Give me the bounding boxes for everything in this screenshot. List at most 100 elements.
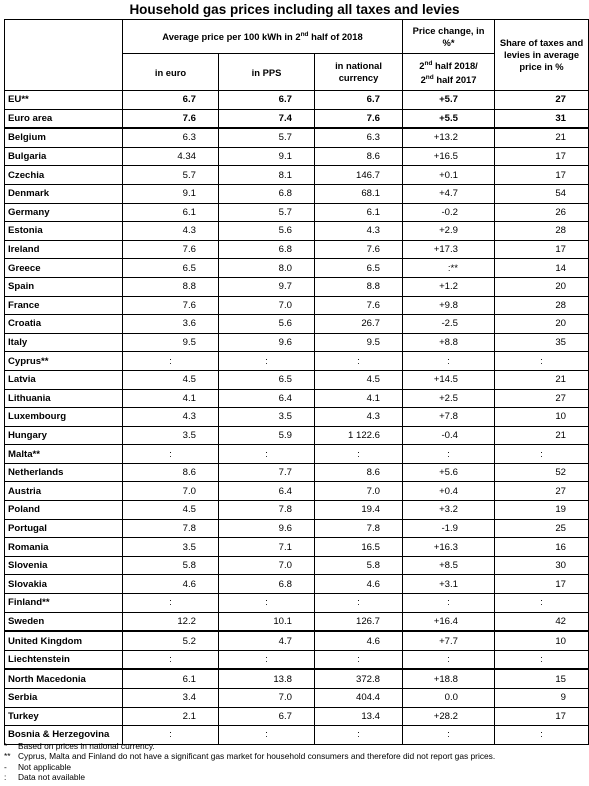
taxes-share-cell: 21 bbox=[494, 425, 589, 446]
country-cell: Italy bbox=[4, 332, 123, 353]
taxes-share-cell: 28 bbox=[494, 221, 589, 241]
price-euro-cell: : bbox=[122, 649, 219, 670]
country-cell: Germany bbox=[4, 202, 123, 223]
country-cell: Czechia bbox=[4, 165, 123, 185]
price-national-cell: 26.7 bbox=[313, 314, 404, 334]
country-cell: Ireland bbox=[4, 239, 123, 260]
price-euro-cell: 4.3 bbox=[122, 221, 219, 241]
footnote-text: Cyprus, Malta and Finland do not have a … bbox=[18, 751, 496, 762]
table-row: Austria 7.0 6.4 7.0 +0.4 27 bbox=[4, 481, 589, 502]
price-pps-cell: 7.4 bbox=[218, 108, 315, 129]
country-cell: Serbia bbox=[4, 688, 123, 708]
table-row: Sweden 12.2 10.1 126.7 +16.4 42 bbox=[4, 611, 589, 632]
footnote-text: Based on prices in national currency. bbox=[18, 741, 155, 751]
price-euro-cell: 6.5 bbox=[122, 258, 219, 278]
table-row: Belgium 6.3 5.7 6.3 +13.2 21 bbox=[4, 127, 589, 148]
table-row: United Kingdom 5.2 4.7 4.6 +7.7 10 bbox=[4, 630, 589, 651]
table-body: EU** 6.7 6.7 6.7 +5.7 27 Euro area 7.6 7.4 7.6 +5.… bbox=[4, 90, 589, 745]
price-national-cell: 7.8 bbox=[313, 518, 404, 539]
taxes-share-cell: 21 bbox=[494, 127, 589, 148]
price-pps-cell: 9.1 bbox=[218, 146, 315, 167]
taxes-share-cell: 14 bbox=[494, 258, 589, 278]
price-national-cell: 19.4 bbox=[313, 500, 404, 520]
price-euro-cell: 4.6 bbox=[122, 574, 219, 595]
price-euro-cell: 9.1 bbox=[122, 183, 219, 204]
table-row: Liechtenstein::::: bbox=[4, 649, 589, 670]
price-euro-cell: 7.6 bbox=[122, 295, 219, 316]
country-cell: Estonia bbox=[4, 221, 123, 241]
taxes-share-cell: : bbox=[494, 351, 589, 371]
country-cell: Slovakia bbox=[4, 574, 123, 595]
price-national-cell: 9.5 bbox=[313, 332, 404, 353]
price-national-cell: 7.6 bbox=[313, 108, 404, 129]
table-row: Estonia 4.3 5.6 4.3 +2.9 28 bbox=[4, 221, 589, 241]
price-euro-cell: 8.8 bbox=[122, 276, 219, 297]
price-change-cell: +17.3 bbox=[402, 239, 496, 260]
price-pps-cell: 7.8 bbox=[218, 500, 315, 520]
country-cell: Latvia bbox=[4, 369, 123, 390]
price-change-cell: : bbox=[402, 444, 496, 464]
taxes-share-cell: 9 bbox=[494, 688, 589, 708]
price-change-cell: +16.3 bbox=[402, 537, 496, 557]
price-national-cell: 7.6 bbox=[313, 295, 404, 316]
price-national-cell: 4.6 bbox=[313, 574, 404, 595]
price-pps-cell: : bbox=[218, 593, 315, 613]
price-pps-cell: 9.6 bbox=[218, 518, 315, 539]
price-euro-cell: 4.3 bbox=[122, 407, 219, 427]
price-change-cell: +0.4 bbox=[402, 481, 496, 502]
price-euro-cell: : bbox=[122, 593, 219, 613]
country-cell: Finland** bbox=[4, 593, 123, 613]
price-pps-cell: 7.0 bbox=[218, 555, 315, 576]
price-pps-cell: 6.4 bbox=[218, 481, 315, 502]
table-row: Netherlands 8.6 7.7 8.6 +5.6 52 bbox=[4, 462, 589, 483]
price-euro-cell: 3.5 bbox=[122, 537, 219, 557]
table-row: Czechia 5.7 8.1 146.7 +0.1 17 bbox=[4, 165, 589, 185]
price-change-cell: : bbox=[402, 351, 496, 371]
price-national-cell: 8.8 bbox=[313, 276, 404, 297]
price-national-cell: 146.7 bbox=[313, 165, 404, 185]
price-change-cell: -0.2 bbox=[402, 202, 496, 223]
price-pps-cell: 5.6 bbox=[218, 314, 315, 334]
country-cell: Belgium bbox=[4, 127, 123, 148]
price-pps-cell: 3.5 bbox=[218, 407, 315, 427]
taxes-share-cell: 31 bbox=[494, 108, 589, 129]
footnote: - Not applicable bbox=[4, 762, 495, 772]
price-change-cell: +16.5 bbox=[402, 146, 496, 167]
country-cell: North Macedonia bbox=[4, 668, 123, 690]
taxes-share-cell: 15 bbox=[494, 668, 589, 690]
price-pps-cell: 10.1 bbox=[218, 611, 315, 632]
country-cell: Liechtenstein bbox=[4, 649, 123, 670]
price-euro-cell: : bbox=[122, 351, 219, 371]
price-national-cell: 13.4 bbox=[313, 706, 404, 727]
price-change-cell: :** bbox=[402, 258, 496, 278]
price-change-cell: : bbox=[402, 649, 496, 670]
price-national-cell: 4.1 bbox=[313, 388, 404, 409]
price-change-cell: +8.5 bbox=[402, 555, 496, 576]
price-change-cell: : bbox=[402, 593, 496, 613]
taxes-share-cell: 20 bbox=[494, 276, 589, 297]
table-row: Poland 4.5 7.8 19.4 +3.2 19 bbox=[4, 500, 589, 520]
table-row: France 7.6 7.0 7.6 +9.8 28 bbox=[4, 295, 589, 316]
table-row: Germany 6.1 5.7 6.1 -0.2 26 bbox=[4, 202, 589, 223]
price-change-cell: +9.8 bbox=[402, 295, 496, 316]
price-pps-cell: 4.7 bbox=[218, 630, 315, 651]
price-national-cell: 68.1 bbox=[313, 183, 404, 204]
taxes-share-cell: 17 bbox=[494, 146, 589, 167]
price-national-cell: 372.8 bbox=[313, 668, 404, 690]
price-euro-cell: : bbox=[122, 444, 219, 464]
table-row: Italy 9.5 9.6 9.5 +8.8 35 bbox=[4, 332, 589, 353]
price-change-cell: +4.7 bbox=[402, 183, 496, 204]
table-row: Portugal 7.8 9.6 7.8 -1.9 25 bbox=[4, 518, 589, 539]
taxes-share-cell: 27 bbox=[494, 388, 589, 409]
footnotes: * Based on prices in national currency. **… bbox=[4, 741, 495, 783]
table-row: Croatia 3.6 5.6 26.7 -2.5 20 bbox=[4, 314, 589, 334]
price-pps-cell: 7.0 bbox=[218, 295, 315, 316]
table-row: Luxembourg 4.3 3.5 4.3 +7.8 10 bbox=[4, 407, 589, 427]
price-pps-cell: 6.4 bbox=[218, 388, 315, 409]
table-row: Latvia 4.5 6.5 4.5 +14.5 21 bbox=[4, 369, 589, 390]
header-share-taxes: Share of taxes and levies in average pri… bbox=[494, 19, 589, 91]
price-pps-cell: 7.1 bbox=[218, 537, 315, 557]
price-pps-cell: 6.7 bbox=[218, 90, 315, 110]
price-pps-cell: 7.0 bbox=[218, 688, 315, 708]
price-pps-cell: 6.5 bbox=[218, 369, 315, 390]
